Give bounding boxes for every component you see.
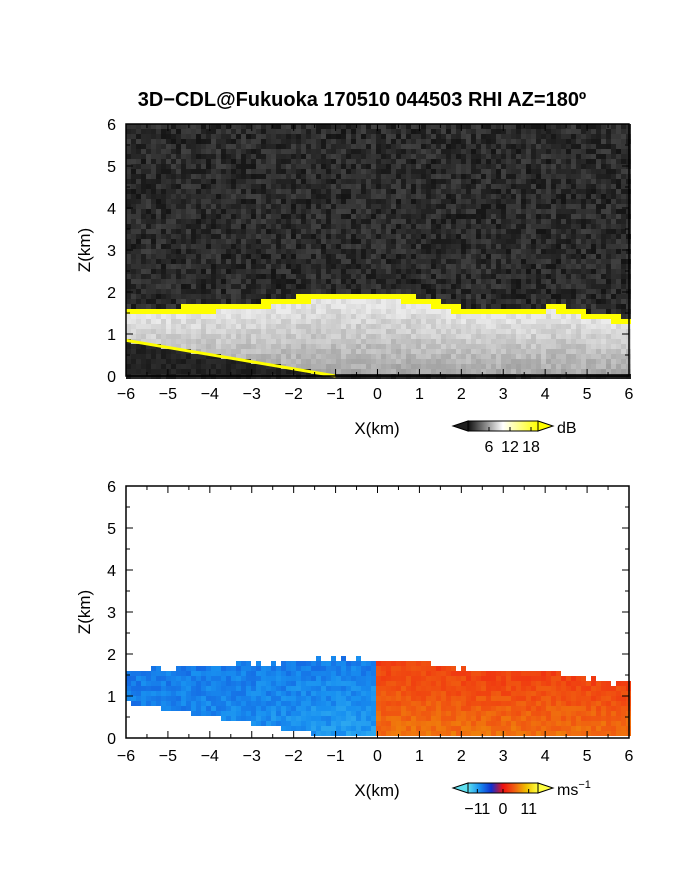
velocity-colorbar: −11 0 11 ms−1 — [451, 779, 591, 818]
x-tick-label: 2 — [457, 386, 466, 403]
colorbar-tick-label: 11 — [520, 801, 537, 818]
colorbar-tick-label: 6 — [485, 439, 494, 456]
velocity-image — [126, 656, 631, 736]
x-tick-label: 6 — [625, 386, 634, 403]
y-axis-label: Z(km) — [75, 228, 94, 272]
x-tick-label: −1 — [326, 748, 344, 765]
x-tick-label: 0 — [373, 386, 382, 403]
y-tick-label: 4 — [107, 563, 116, 580]
y-tick-label: 2 — [107, 647, 116, 664]
x-tick-label: −3 — [243, 386, 261, 403]
axes: −6 −5 −4 −3 −2 −1 0 1 2 3 4 5 6 0 1 2 3 4 5 6 — [107, 117, 633, 403]
chart-title: 3D−CDL@Fukuoka 170510 044503 RHI AZ=180º — [138, 89, 587, 111]
x-tick-label: −6 — [117, 748, 135, 765]
colorbar-tick-label: 12 — [501, 439, 519, 456]
velocity-panel: −6 −5 −4 −3 −2 −1 0 1 2 3 4 5 6 0 1 2 3 4 5 6 X(km) Z(km) −… — [75, 479, 634, 818]
y-tick-label: 6 — [107, 117, 116, 134]
x-tick-label: 2 — [457, 748, 466, 765]
y-axis-label: Z(km) — [75, 590, 94, 634]
x-tick-label: −4 — [201, 748, 219, 765]
colorbar-tick-label: −11 — [464, 801, 490, 818]
colorbar-tick-label: 0 — [499, 801, 508, 818]
backscatter-colorbar: 6 12 18 dB — [451, 420, 577, 456]
x-tick-label: −2 — [285, 386, 303, 403]
axes: −6 −5 −4 −3 −2 −1 0 1 2 3 4 5 6 0 1 2 3 4 5 6 — [107, 479, 633, 765]
x-tick-label: 4 — [541, 386, 550, 403]
y-tick-label: 3 — [107, 243, 116, 260]
y-tick-label: 5 — [107, 159, 116, 176]
y-tick-label: 1 — [107, 327, 116, 344]
x-tick-label: 1 — [415, 386, 424, 403]
y-tick-label: 0 — [107, 369, 116, 386]
x-tick-label: −5 — [159, 748, 177, 765]
x-tick-label: 1 — [415, 748, 424, 765]
x-tick-label: −2 — [285, 748, 303, 765]
y-tick-label: 0 — [107, 731, 116, 748]
colorbar-unit: dB — [557, 420, 577, 437]
x-tick-label: 3 — [499, 386, 508, 403]
colorbar-unit: ms−1 — [557, 779, 591, 799]
y-tick-label: 6 — [107, 479, 116, 496]
colorbar-low-arrow — [451, 782, 469, 794]
y-tick-label: 4 — [107, 201, 116, 218]
colorbar-tick-label: 18 — [522, 439, 540, 456]
colorbar-high-arrow — [537, 782, 555, 794]
x-tick-label: −6 — [117, 386, 135, 403]
x-tick-label: −1 — [326, 386, 344, 403]
x-tick-label: 3 — [499, 748, 508, 765]
x-tick-label: −5 — [159, 386, 177, 403]
backscatter-image — [125, 124, 631, 379]
colorbar-low-arrow — [451, 420, 469, 432]
y-tick-label: 5 — [107, 521, 116, 538]
x-tick-label: 0 — [373, 748, 382, 765]
x-axis-label: X(km) — [354, 419, 399, 438]
y-tick-label: 2 — [107, 285, 116, 302]
x-axis-label: X(km) — [354, 781, 399, 800]
x-tick-label: 5 — [583, 748, 592, 765]
ground-echo-line — [125, 338, 336, 378]
x-tick-label: −3 — [243, 748, 261, 765]
y-tick-label: 3 — [107, 605, 116, 622]
x-tick-label: −4 — [201, 386, 219, 403]
colorbar-high-arrow — [537, 420, 555, 432]
x-tick-label: 5 — [583, 386, 592, 403]
y-tick-label: 1 — [107, 689, 116, 706]
x-tick-label: 4 — [541, 748, 550, 765]
colorbar-gradient — [467, 420, 539, 432]
x-tick-label: 6 — [625, 748, 634, 765]
